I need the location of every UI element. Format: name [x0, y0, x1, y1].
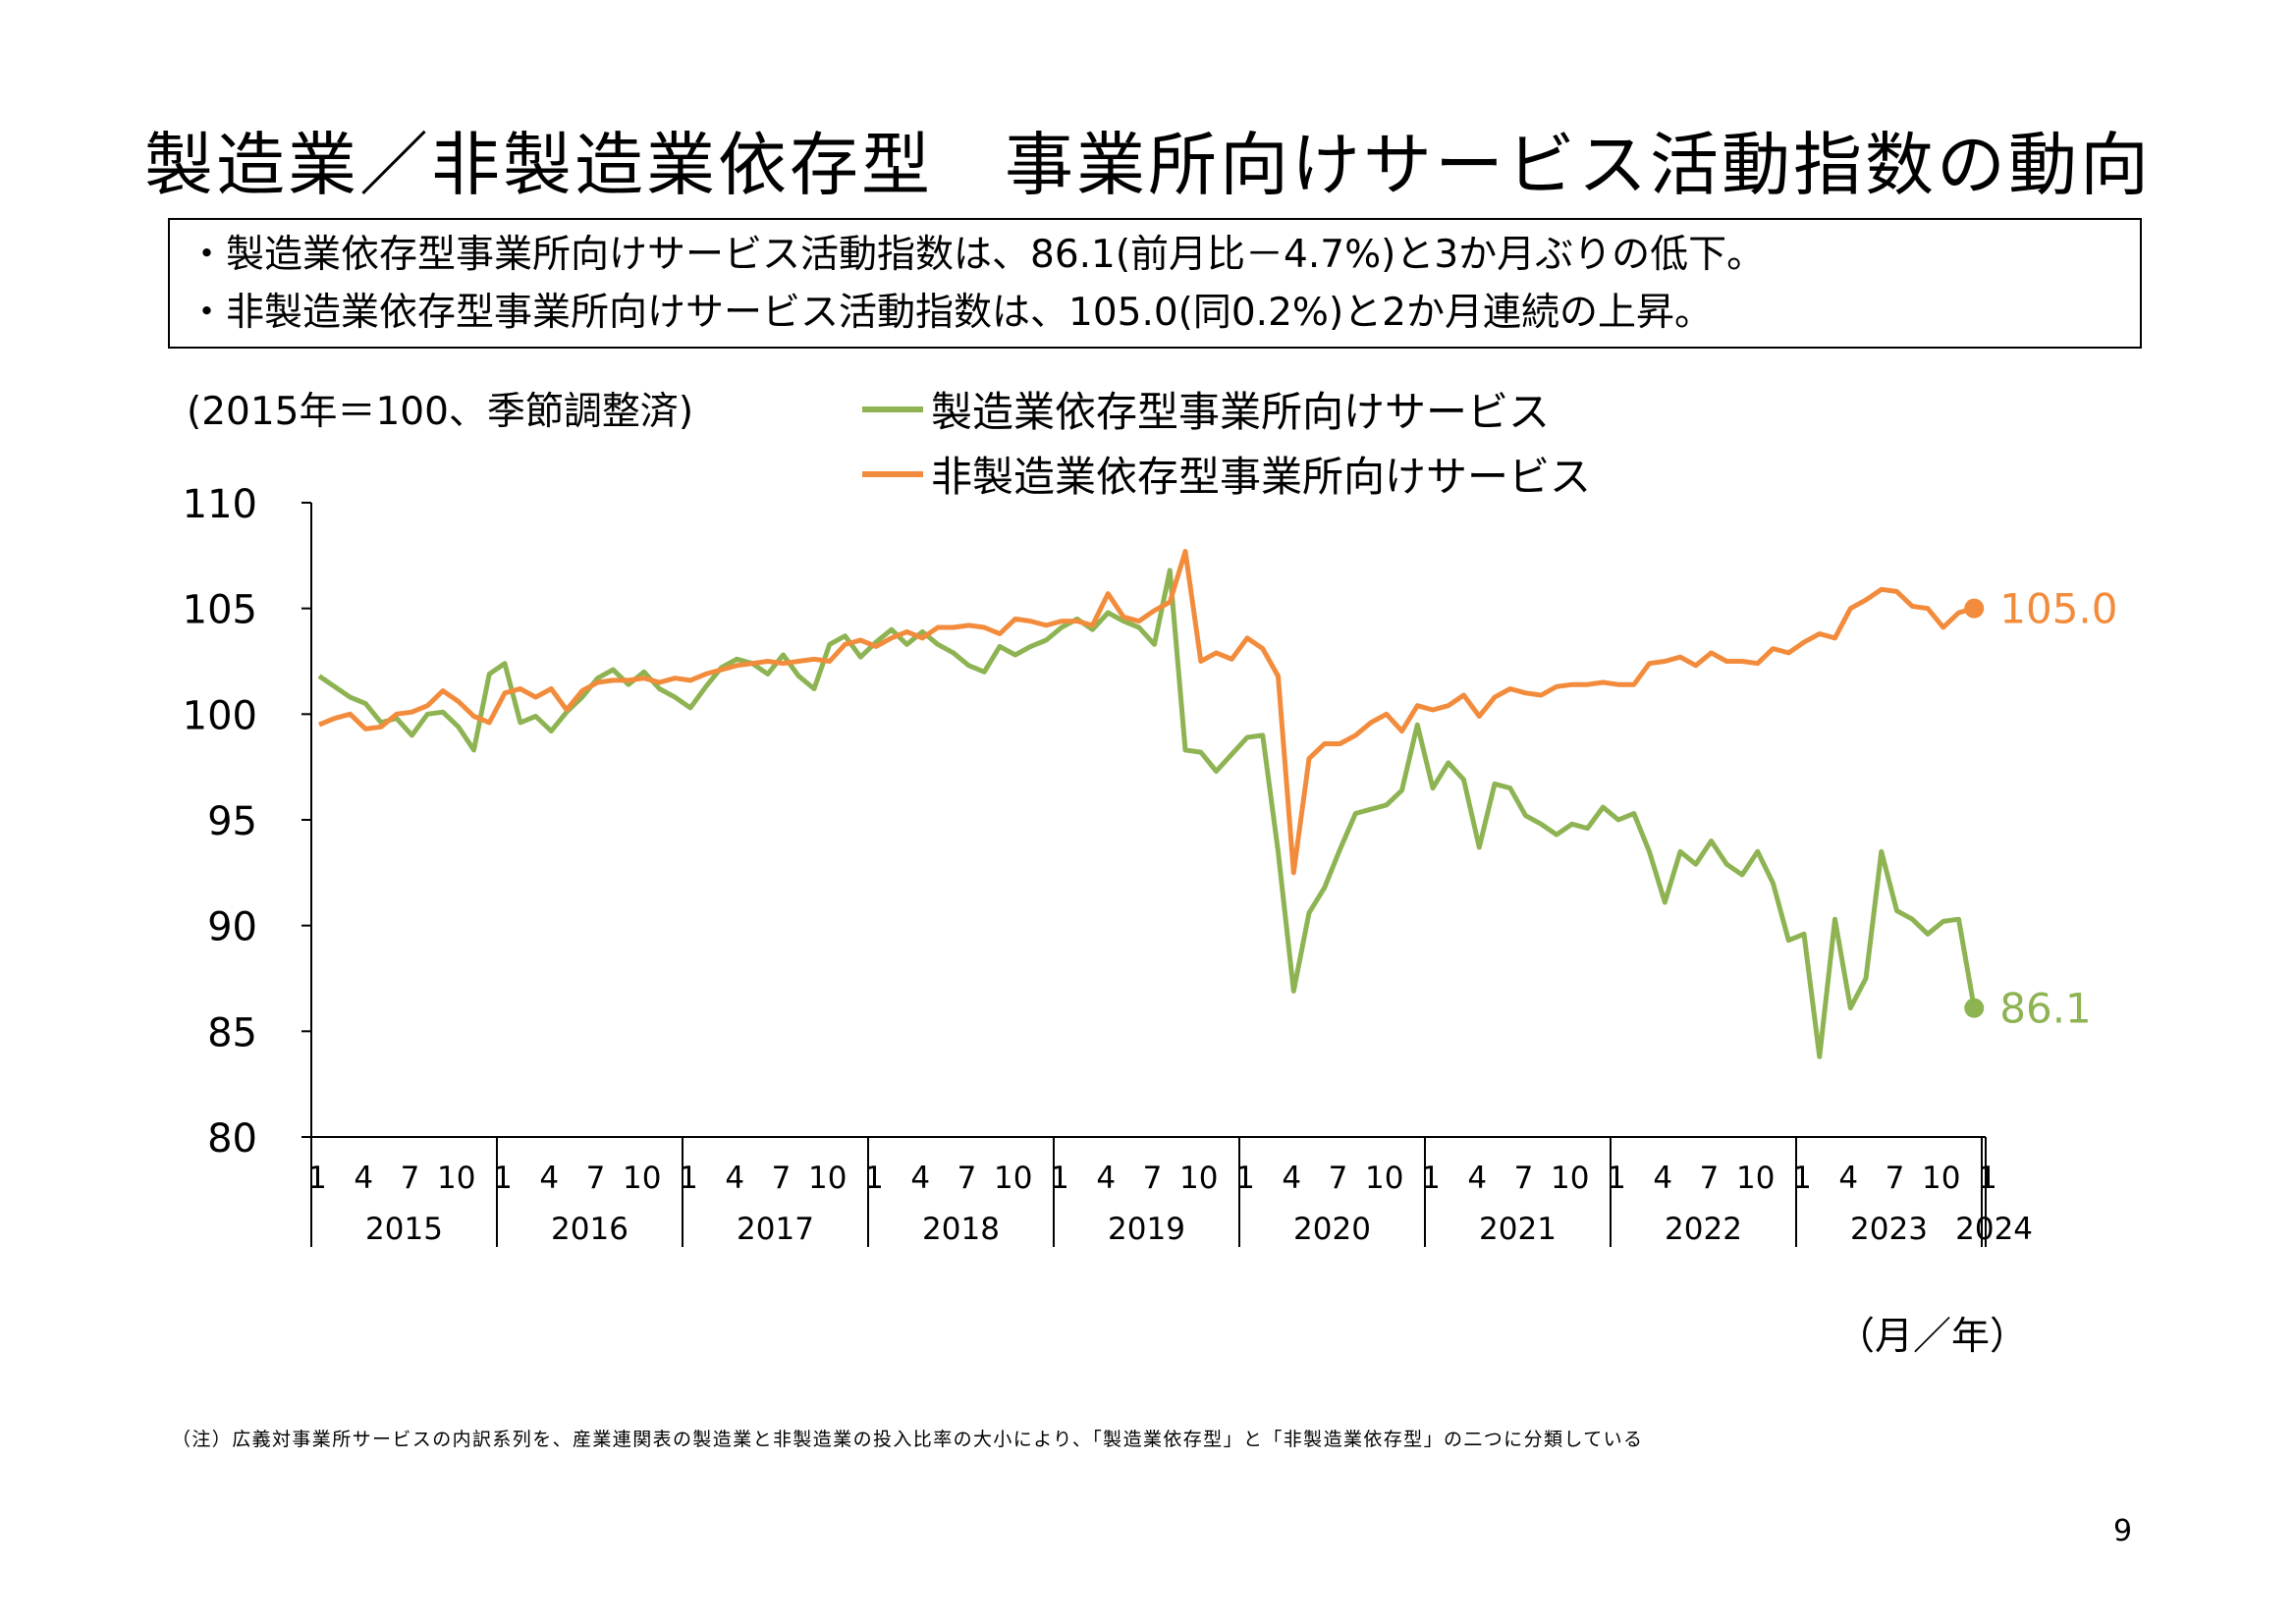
summary-box: ・製造業依存型事業所向けサービス活動指数は、86.1(前月比－4.7%)と3か月… [168, 218, 2142, 349]
y-tick-label: 90 [207, 905, 257, 950]
x-month-label: 7 [1143, 1161, 1163, 1196]
x-month-label: 4 [354, 1161, 373, 1196]
y-tick-label: 95 [207, 799, 257, 844]
x-month-label: 4 [1653, 1161, 1672, 1196]
summary-line-manufacturing: ・製造業依存型事業所向けサービス活動指数は、86.1(前月比－4.7%)と3か月… [188, 233, 1766, 277]
x-month-label: 10 [808, 1161, 847, 1196]
legend-item-non-manufacturing: 非製造業依存型事業所向けサービス [862, 444, 1591, 504]
unit-note: (2015年＝100、季節調整済) [187, 390, 694, 434]
x-year-label: 2019 [1108, 1212, 1185, 1247]
y-tick-label: 105 [183, 588, 257, 633]
y-tick-label: 80 [207, 1116, 257, 1162]
x-month-label: 4 [539, 1161, 559, 1196]
x-month-label: 7 [957, 1161, 977, 1196]
y-tick-label: 85 [207, 1010, 257, 1056]
x-month-label: 7 [1886, 1161, 1905, 1196]
legend-item-manufacturing: 製造業依存型事業所向けサービス [862, 379, 1550, 439]
page-title: 製造業／非製造業依存型 事業所向けサービス活動指数の動向 [144, 125, 2152, 205]
x-year-label: 2016 [551, 1212, 629, 1247]
x-month-label: 1 [864, 1161, 884, 1196]
legend-label-non-manufacturing: 非製造業依存型事業所向けサービス [931, 453, 1592, 501]
x-month-label: 1 [1235, 1161, 1255, 1196]
x-year-label: 2018 [922, 1212, 1000, 1247]
x-month-label: 7 [1329, 1161, 1348, 1196]
x-year-label: 2015 [365, 1212, 443, 1247]
x-month-label: 7 [1514, 1161, 1534, 1196]
x-month-label: 4 [1096, 1161, 1116, 1196]
series-end-label-manufacturing: 86.1 [1999, 985, 2092, 1033]
x-month-label: 7 [586, 1161, 606, 1196]
x-month-label: 7 [772, 1161, 792, 1196]
x-month-label: 1 [1050, 1161, 1069, 1196]
legend-label-manufacturing: 製造業依存型事業所向けサービス [931, 388, 1551, 436]
legend-swatch-non-manufacturing [862, 470, 923, 477]
x-year-label: 2022 [1665, 1212, 1742, 1247]
x-month-label: 10 [1922, 1161, 1960, 1196]
x-month-label: 1 [307, 1161, 327, 1196]
x-month-label: 10 [623, 1161, 661, 1196]
x-month-label: 1 [1978, 1161, 1997, 1196]
series-line-non-manufacturing [318, 549, 1975, 876]
y-tick-label: 110 [183, 482, 257, 527]
y-tick-label: 100 [183, 693, 257, 738]
x-axis-unit: （月／年） [1836, 1315, 2029, 1359]
x-month-label: 10 [994, 1161, 1032, 1196]
footnote: （注）広義対事業所サービスの内訳系列を、産業連関表の製造業と非製造業の投入比率の… [172, 1429, 1644, 1450]
summary-line-non-manufacturing: ・非製造業依存型事業所向けサービス活動指数は、105.0(同0.2%)と2か月連… [188, 291, 1713, 335]
x-month-label: 4 [1282, 1161, 1301, 1196]
series-end-point-manufacturing [1964, 998, 1985, 1018]
x-month-label: 10 [1551, 1161, 1589, 1196]
series-end-point-non-manufacturing [1964, 598, 1985, 619]
x-month-label: 1 [1607, 1161, 1626, 1196]
legend-swatch-manufacturing [862, 406, 923, 412]
series-end-label-non-manufacturing: 105.0 [1999, 585, 2117, 633]
x-month-label: 4 [1838, 1161, 1858, 1196]
x-month-label: 4 [725, 1161, 744, 1196]
x-year-label: 2021 [1479, 1212, 1557, 1247]
x-year-label: 2017 [737, 1212, 814, 1247]
page-number: 9 [2113, 1514, 2133, 1548]
x-year-label: 2020 [1293, 1212, 1371, 1247]
x-month-label: 4 [910, 1161, 930, 1196]
x-month-label: 10 [1179, 1161, 1218, 1196]
x-year-label: 2024 [1955, 1212, 2033, 1247]
x-month-label: 10 [437, 1161, 475, 1196]
x-month-label: 1 [1421, 1161, 1441, 1196]
x-month-label: 10 [1736, 1161, 1775, 1196]
x-month-label: 7 [1700, 1161, 1720, 1196]
x-month-label: 1 [493, 1161, 513, 1196]
x-month-label: 1 [1792, 1161, 1812, 1196]
x-year-label: 2023 [1850, 1212, 1928, 1247]
x-month-label: 1 [679, 1161, 698, 1196]
series-line-manufacturing [317, 568, 1977, 1059]
x-month-label: 4 [1467, 1161, 1487, 1196]
x-month-label: 10 [1365, 1161, 1403, 1196]
x-month-label: 7 [401, 1161, 420, 1196]
